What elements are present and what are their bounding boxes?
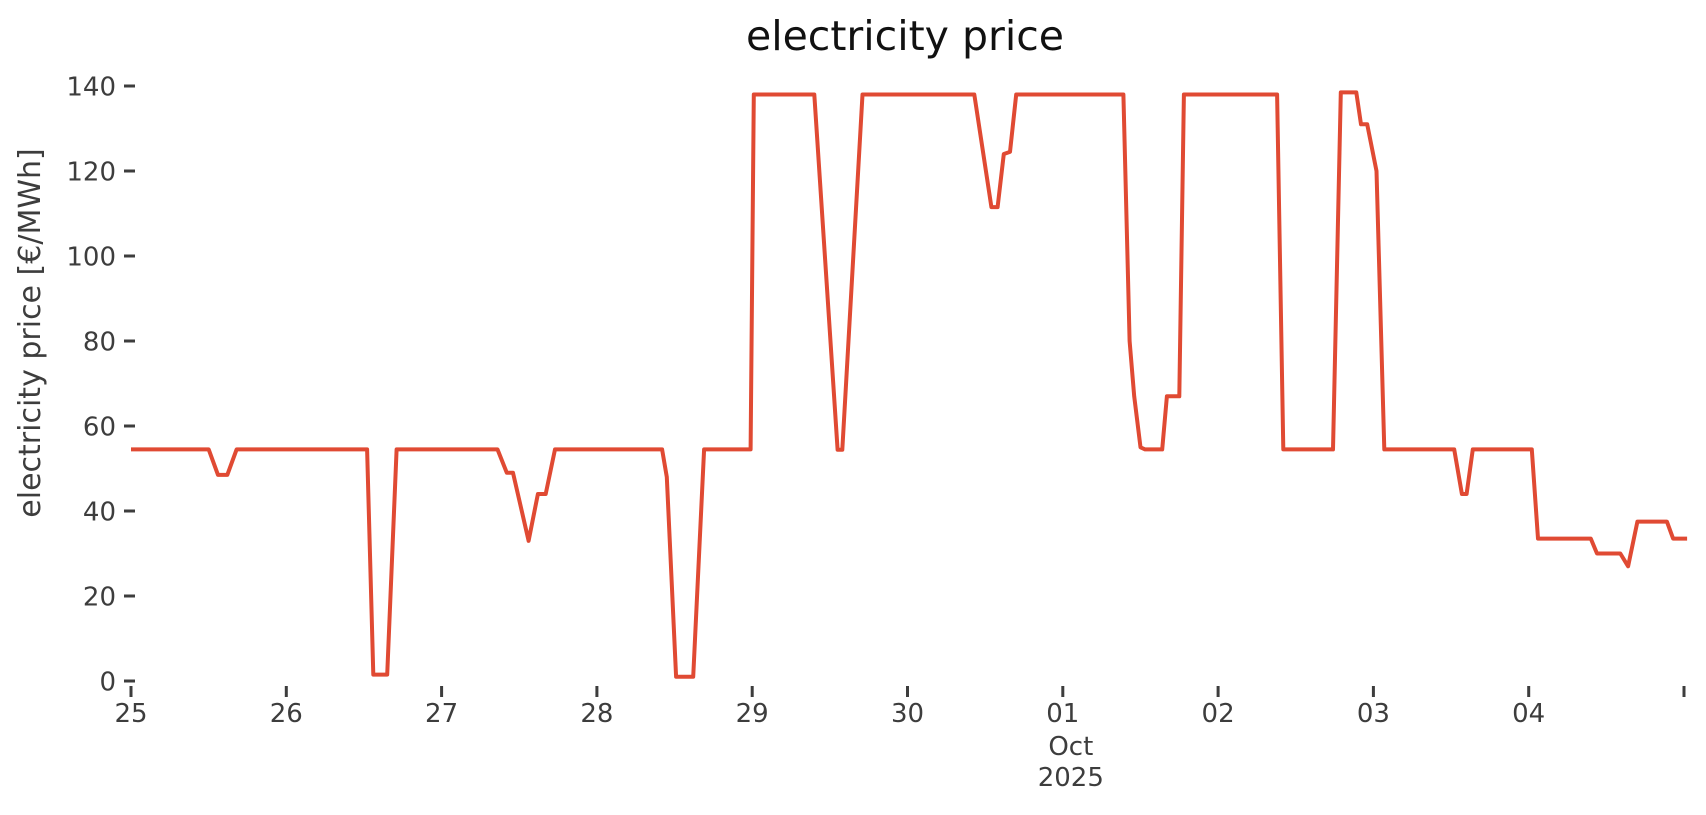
x-tick-label: 01: [1046, 699, 1079, 729]
x-tick-label: 28: [580, 699, 613, 729]
y-axis-ticks: 0 20 40 60 80 100 120 140: [66, 73, 135, 698]
y-axis-label: electricity price [€/MWh]: [13, 148, 48, 517]
x-tick-label: 27: [425, 699, 458, 729]
y-tick-label: 60: [83, 413, 116, 443]
electricity-price-line: [131, 90, 1688, 679]
x-tick-label: 25: [114, 699, 147, 729]
y-tick-label: 100: [66, 243, 116, 273]
x-tick-label: 30: [891, 699, 924, 729]
x-tick-label: 04: [1512, 699, 1545, 729]
x-year-label: 2025: [1038, 763, 1104, 793]
y-tick-label: 120: [66, 158, 116, 188]
y-tick-label: 40: [83, 498, 116, 528]
y-tick-label: 140: [66, 73, 116, 103]
x-tick-label: 26: [270, 699, 303, 729]
x-tick-label: 03: [1357, 699, 1390, 729]
x-axis-ticks: 25 26 27 28 29 30 01 02 03 04: [114, 686, 1686, 729]
chart-title: electricity price: [746, 12, 1064, 60]
x-tick-label: 02: [1202, 699, 1235, 729]
y-tick-label: 20: [83, 583, 116, 613]
y-tick-label: 80: [83, 328, 116, 358]
x-tick-label: 29: [736, 699, 769, 729]
x-month-label: Oct: [1048, 732, 1093, 762]
y-tick-label: 0: [99, 668, 116, 698]
